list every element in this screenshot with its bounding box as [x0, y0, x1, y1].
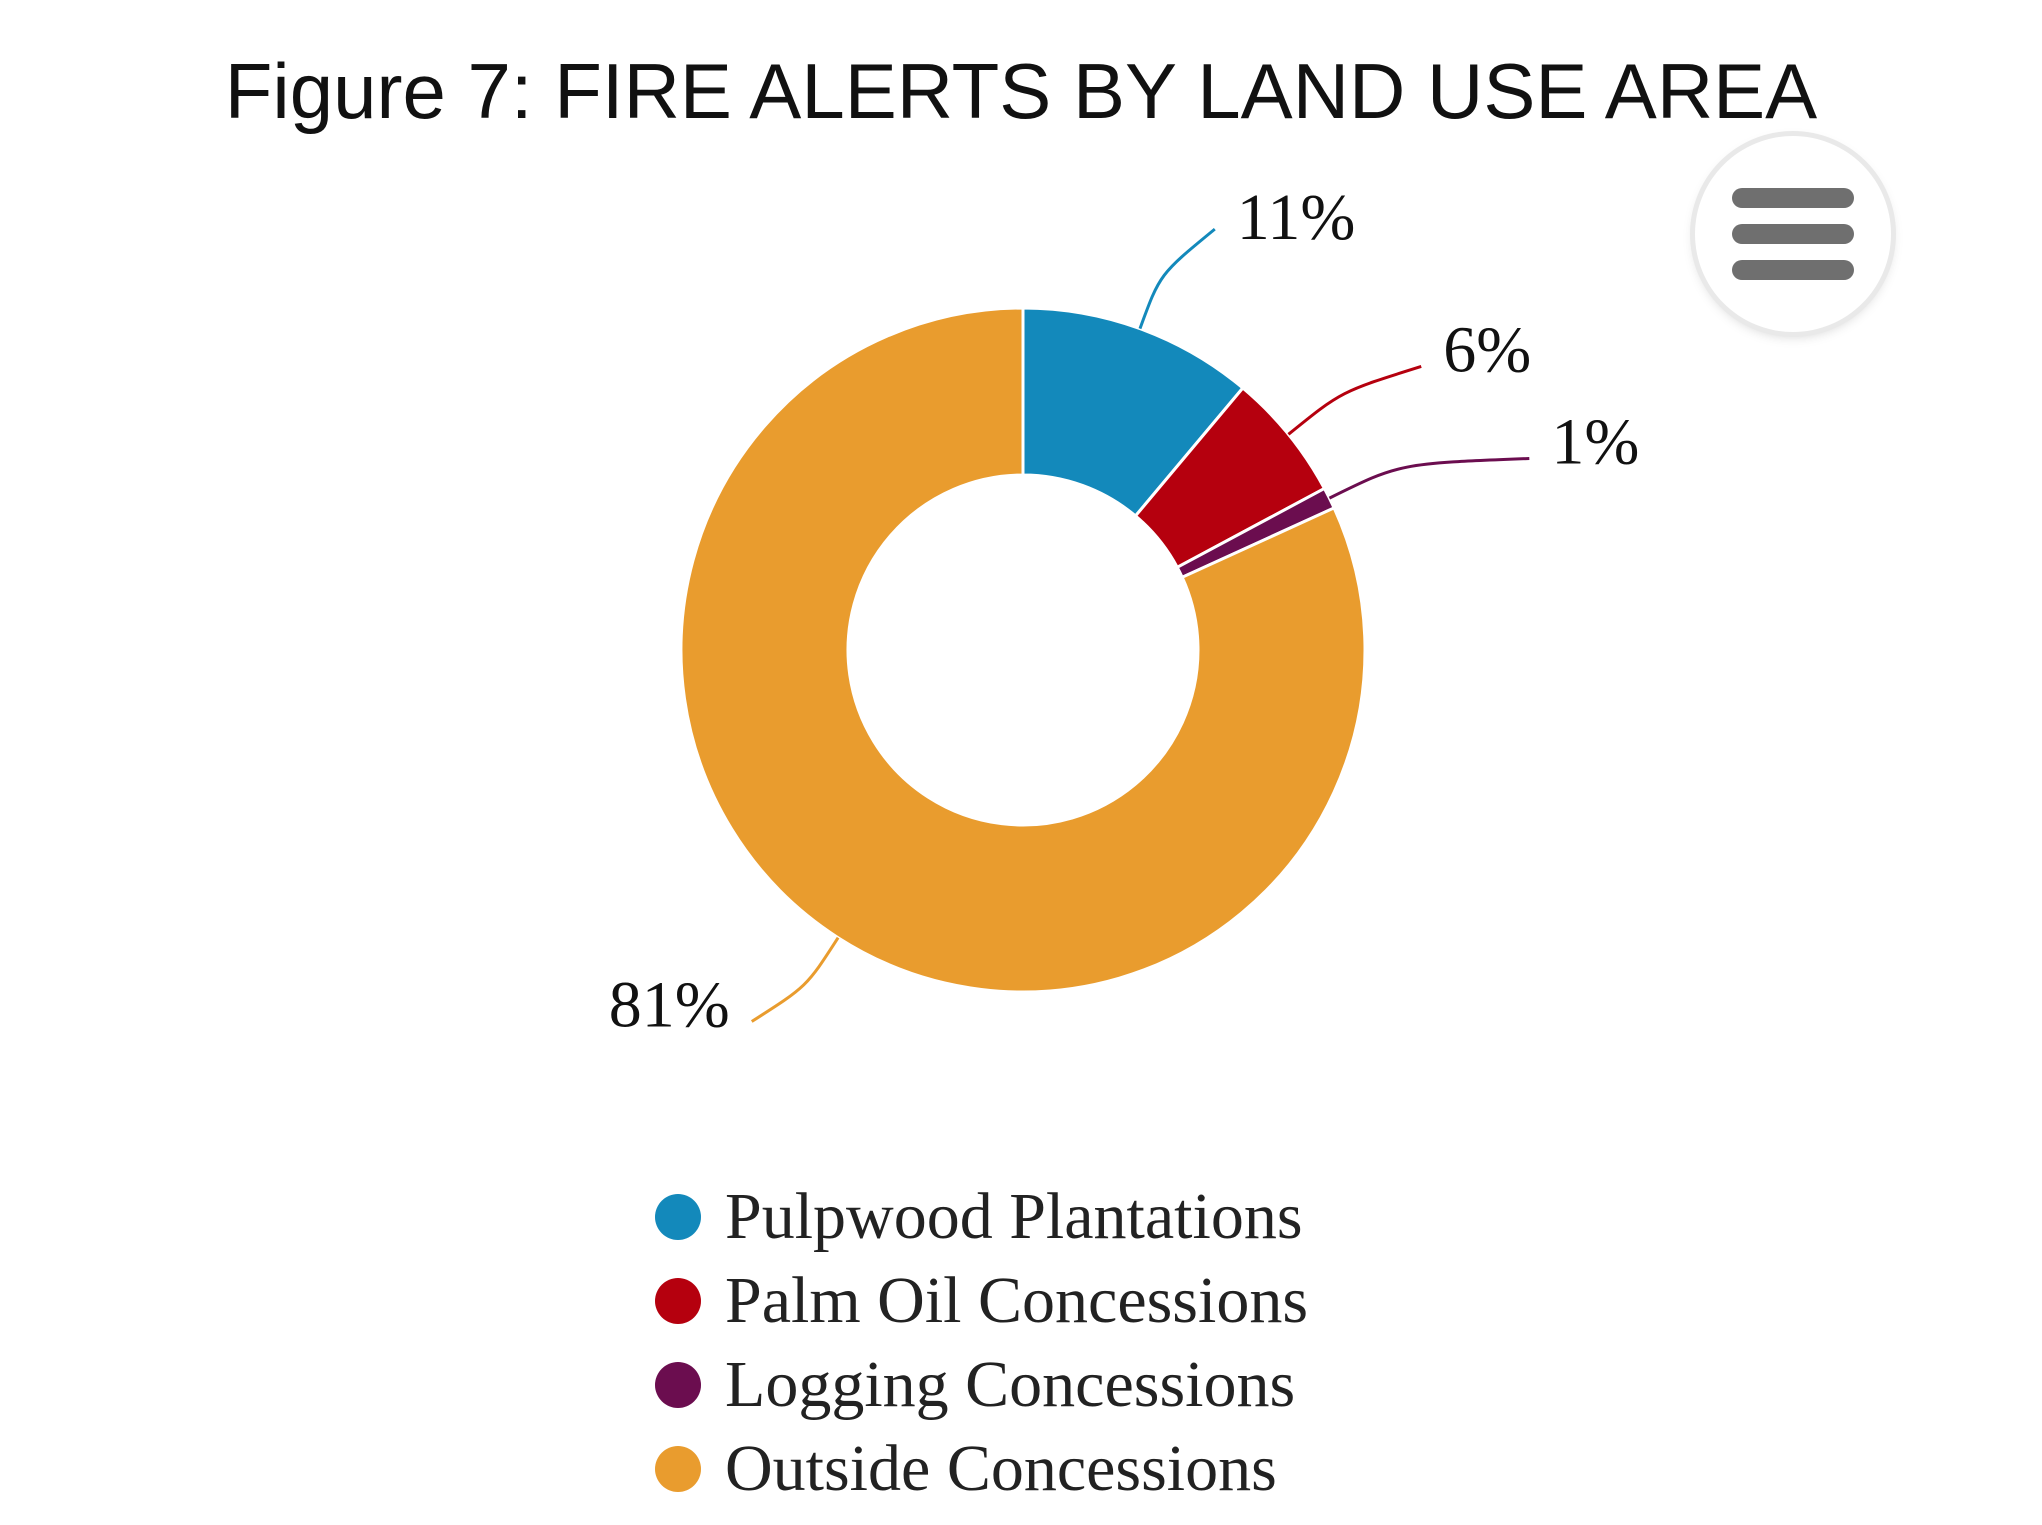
menu-bar-middle — [1732, 224, 1854, 244]
legend-item-logging-concessions[interactable]: Logging Concessions — [655, 1343, 1308, 1427]
chart-menu-button[interactable] — [1695, 136, 1891, 332]
label-connectors-group — [750, 227, 1530, 1023]
legend: Pulpwood Plantations Palm Oil Concessions… — [655, 1175, 1308, 1511]
legend-label: Palm Oil Concessions — [725, 1264, 1309, 1337]
connector-palm-oil-concessions — [1287, 365, 1422, 436]
legend-item-palm-oil-concessions[interactable]: Palm Oil Concessions — [655, 1259, 1308, 1343]
slice-outside-concessions[interactable] — [679, 306, 1367, 994]
chart-title: Figure 7: FIRE ALERTS BY LAND USE AREA — [224, 47, 1818, 135]
data-label-palm-oil-concessions: 6% — [1443, 313, 1531, 386]
slices-group — [679, 306, 1367, 994]
connector-logging-concessions — [1328, 456, 1530, 500]
data-label-outside-concessions: 81% — [609, 969, 730, 1042]
legend-marker-icon — [655, 1194, 701, 1240]
menu-bar-bottom — [1732, 260, 1854, 280]
legend-label: Pulpwood Plantations — [725, 1180, 1303, 1253]
legend-item-pulpwood-plantations[interactable]: Pulpwood Plantations — [655, 1175, 1308, 1259]
legend-label: Logging Concessions — [725, 1348, 1296, 1421]
legend-label: Outside Concessions — [725, 1432, 1277, 1505]
legend-marker-icon — [655, 1278, 701, 1324]
menu-bar-top — [1732, 188, 1854, 208]
data-label-pulpwood-plantations: 11% — [1237, 181, 1356, 254]
connector-pulpwood-plantations — [1138, 227, 1216, 330]
legend-marker-icon — [655, 1446, 701, 1492]
connector-outside-concessions — [750, 936, 840, 1023]
legend-marker-icon — [655, 1362, 701, 1408]
legend-item-outside-concessions[interactable]: Outside Concessions — [655, 1427, 1308, 1511]
data-label-logging-concessions: 1% — [1551, 405, 1639, 478]
data-labels-group: 11% 6% 1% 81% — [609, 181, 1640, 1041]
